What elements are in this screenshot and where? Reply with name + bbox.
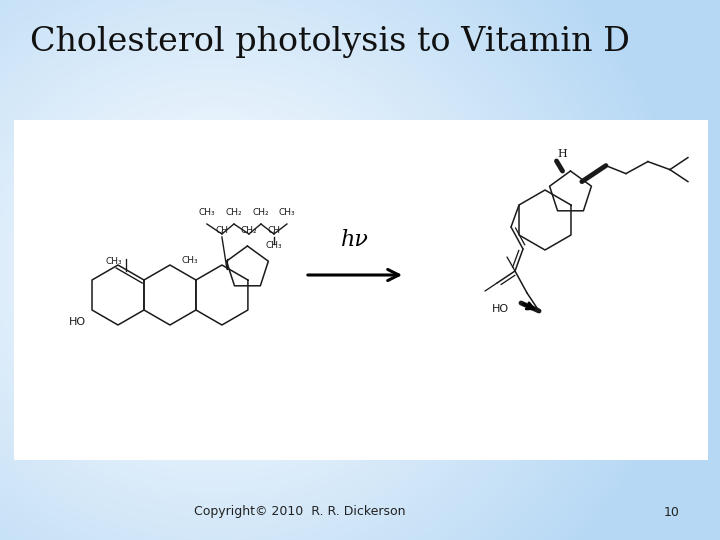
- Text: CH: CH: [215, 226, 228, 235]
- Text: HO: HO: [492, 304, 509, 314]
- Text: hν: hν: [341, 229, 369, 251]
- Text: CH₃: CH₃: [266, 241, 282, 250]
- Text: H: H: [557, 149, 567, 159]
- Text: CH₃: CH₃: [181, 256, 198, 265]
- Text: 10: 10: [664, 505, 680, 518]
- Text: Cholesterol photolysis to Vitamin D: Cholesterol photolysis to Vitamin D: [30, 26, 630, 58]
- Text: Copyright© 2010  R. R. Dickerson: Copyright© 2010 R. R. Dickerson: [194, 505, 406, 518]
- Text: CH₃: CH₃: [106, 257, 122, 266]
- Text: CH₃: CH₃: [199, 208, 215, 217]
- Text: CH₃: CH₃: [279, 208, 295, 217]
- Text: CH: CH: [267, 226, 280, 235]
- Text: CH₂: CH₂: [253, 208, 269, 217]
- Text: CH₂: CH₂: [225, 208, 242, 217]
- Text: HO: HO: [69, 317, 86, 327]
- Text: CH₂: CH₂: [240, 226, 257, 235]
- FancyBboxPatch shape: [14, 120, 708, 460]
